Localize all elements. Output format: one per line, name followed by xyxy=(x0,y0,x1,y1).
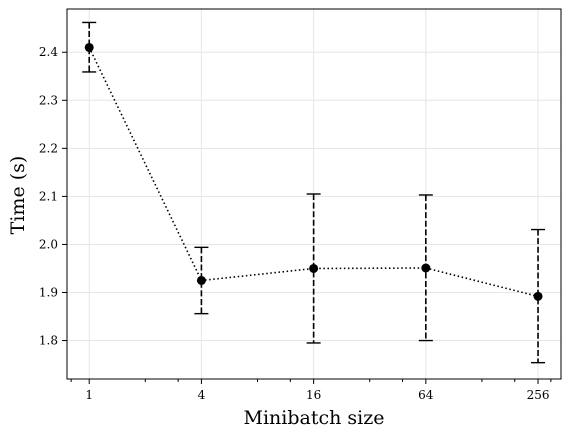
x-tick-label: 256 xyxy=(527,388,550,402)
series-line xyxy=(88,47,539,298)
y-tick-label: 1.8 xyxy=(39,334,58,348)
data-point xyxy=(421,263,431,273)
y-tick-label: 2.0 xyxy=(39,237,58,251)
x-axis-label: Minibatch size xyxy=(244,407,385,429)
x-ticks: 1 4 16 64 256 xyxy=(70,379,552,402)
data-point xyxy=(196,275,206,285)
y-tick-label: 2.4 xyxy=(39,45,58,59)
y-axis-label: Time (s) xyxy=(7,156,29,235)
x-tick-label: 1 xyxy=(85,388,93,402)
error-bar-layer xyxy=(82,21,546,364)
x-tick-label: 4 xyxy=(198,388,206,402)
data-point xyxy=(84,42,94,52)
y-tick-label: 2.3 xyxy=(39,93,58,107)
data-point xyxy=(309,263,319,273)
x-tick-label: 64 xyxy=(418,388,434,402)
y-tick-label: 1.9 xyxy=(39,286,58,300)
y-ticks: 1.8 1.9 2.0 2.1 2.2 2.3 2.4 xyxy=(39,45,67,348)
series-line-layer xyxy=(88,47,539,298)
y-tick-label: 2.1 xyxy=(39,189,58,203)
y-tick-label: 2.2 xyxy=(39,141,58,155)
data-point xyxy=(533,291,543,301)
x-tick-label: 16 xyxy=(306,388,321,402)
marker-layer xyxy=(84,42,543,301)
